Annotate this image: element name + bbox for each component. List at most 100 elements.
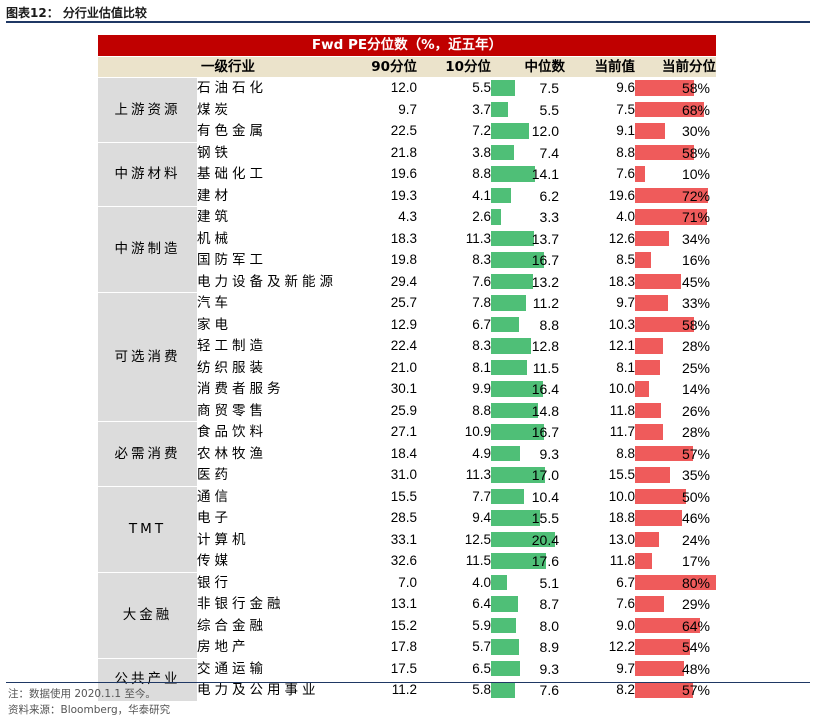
p90-cell: 32.6 bbox=[343, 550, 417, 573]
percentile-cell: 48% bbox=[635, 658, 716, 680]
industry-cell: 电力及公用事业 bbox=[197, 679, 343, 702]
p90-cell: 15.5 bbox=[343, 486, 417, 508]
percentile-bar bbox=[635, 359, 661, 375]
percentile-value: 26% bbox=[681, 402, 710, 419]
current-cell: 15.5 bbox=[565, 464, 635, 487]
percentile-bar bbox=[635, 252, 652, 268]
table-row: 大金融 银行 7.0 4.0 5.1 6.7 80% bbox=[98, 572, 716, 659]
percentile-bar bbox=[635, 617, 700, 633]
industry-cell: 建材 bbox=[197, 185, 343, 207]
industry-cell: 国防军工 bbox=[197, 249, 343, 272]
percentile-bar bbox=[635, 295, 669, 311]
current-cell: 13.0 bbox=[565, 529, 635, 551]
table-row: 基础化工 19.6 8.8 14.1 7.6 10% bbox=[98, 163, 716, 186]
industry-cell: 传媒 bbox=[197, 550, 343, 573]
p10-cell: 9.9 bbox=[417, 378, 491, 401]
median-value: 15.5 bbox=[531, 510, 559, 526]
current-cell: 7.6 bbox=[565, 163, 635, 186]
p90-cell: 21.8 bbox=[343, 142, 417, 164]
percentile-bar bbox=[635, 187, 708, 203]
percentile-cell: 45% bbox=[635, 271, 716, 293]
header-p90: 90分位 bbox=[343, 56, 417, 78]
percentile-cell: 33% bbox=[635, 292, 716, 315]
table-row: 电力设备及新能源 29.4 7.6 13.2 18.3 45% bbox=[98, 271, 716, 293]
median-value: 10.4 bbox=[531, 488, 559, 505]
median-cell: 6.2 bbox=[491, 185, 565, 207]
industry-cell: 纺织服装 bbox=[197, 357, 343, 379]
median-cell: 9.3 bbox=[491, 658, 565, 680]
percentile-value: 14% bbox=[681, 381, 710, 397]
p90-cell: 13.1 bbox=[343, 593, 417, 616]
median-value: 17.0 bbox=[531, 467, 559, 483]
percentile-value: 80% bbox=[681, 574, 710, 591]
source-note: 资料来源：Bloomberg，华泰研究 bbox=[8, 704, 171, 716]
percentile-cell: 10% bbox=[635, 163, 716, 186]
percentile-cell: 80% bbox=[635, 572, 716, 594]
percentile-bar bbox=[635, 230, 670, 246]
median-cell: 11.5 bbox=[491, 357, 565, 379]
p90-cell: 11.2 bbox=[343, 679, 417, 702]
percentile-value: 48% bbox=[681, 660, 710, 677]
industry-cell: 计算机 bbox=[197, 529, 343, 551]
table-row: 家电 12.9 6.7 8.8 10.3 58% bbox=[98, 314, 716, 336]
industry-cell: 家电 bbox=[197, 314, 343, 336]
p10-cell: 7.8 bbox=[417, 292, 491, 315]
percentile-bar bbox=[635, 660, 684, 676]
p10-cell: 10.9 bbox=[417, 421, 491, 444]
data-note: 注：数据使用 2020.1.1 至今。 bbox=[8, 688, 156, 700]
percentile-cell: 24% bbox=[635, 529, 716, 551]
percentile-bar bbox=[635, 596, 665, 612]
current-cell: 8.2 bbox=[565, 679, 635, 702]
p10-cell: 7.2 bbox=[417, 120, 491, 143]
percentile-cell: 26% bbox=[635, 400, 716, 422]
industry-cell: 银行 bbox=[197, 572, 343, 594]
p90-cell: 18.3 bbox=[343, 228, 417, 250]
p10-cell: 4.1 bbox=[417, 185, 491, 207]
p90-cell: 21.0 bbox=[343, 357, 417, 379]
median-value: 14.8 bbox=[531, 402, 559, 419]
industry-cell: 钢铁 bbox=[197, 142, 343, 164]
percentile-value: 71% bbox=[681, 209, 710, 225]
p90-cell: 19.3 bbox=[343, 185, 417, 207]
current-cell: 9.7 bbox=[565, 292, 635, 315]
p10-cell: 3.8 bbox=[417, 142, 491, 164]
median-bar bbox=[491, 660, 521, 676]
median-cell: 7.5 bbox=[491, 77, 565, 100]
p10-cell: 5.7 bbox=[417, 636, 491, 659]
header-row: 一级行业 90分位 10分位 中位数 当前值 当前分位 bbox=[98, 56, 716, 78]
current-cell: 9.0 bbox=[565, 615, 635, 637]
p10-cell: 5.8 bbox=[417, 679, 491, 702]
median-bar bbox=[491, 510, 540, 526]
table-row: 医药 31.0 11.3 17.0 15.5 35% bbox=[98, 464, 716, 487]
table-row: 纺织服装 21.0 8.1 11.5 8.1 25% bbox=[98, 357, 716, 379]
p90-cell: 29.4 bbox=[343, 271, 417, 293]
figure-caption: 图表12： 分行业估值比较 bbox=[6, 6, 147, 20]
table-row: 传媒 32.6 11.5 17.6 11.8 17% bbox=[98, 550, 716, 573]
p10-cell: 4.0 bbox=[417, 572, 491, 594]
median-bar bbox=[491, 553, 547, 569]
percentile-cell: 72% bbox=[635, 185, 716, 207]
median-bar bbox=[491, 101, 509, 117]
median-value: 3.3 bbox=[539, 209, 559, 225]
percentile-bar bbox=[635, 338, 664, 354]
percentile-cell: 30% bbox=[635, 120, 716, 143]
median-cell: 17.6 bbox=[491, 550, 565, 573]
table-title: Fwd PE分位数（%，近五年） bbox=[98, 35, 716, 57]
median-bar bbox=[491, 295, 527, 311]
percentile-value: 29% bbox=[681, 596, 710, 612]
median-cell: 3.3 bbox=[491, 206, 565, 229]
p90-cell: 18.4 bbox=[343, 443, 417, 465]
current-cell: 7.6 bbox=[565, 593, 635, 616]
p10-cell: 8.3 bbox=[417, 335, 491, 358]
percentile-value: 30% bbox=[681, 123, 710, 139]
median-value: 6.2 bbox=[539, 187, 559, 204]
p90-cell: 19.8 bbox=[343, 249, 417, 272]
group-label: 可选消费 bbox=[98, 292, 197, 422]
median-bar bbox=[491, 596, 519, 612]
current-cell: 9.6 bbox=[565, 77, 635, 100]
table-title-row: Fwd PE分位数（%，近五年） bbox=[98, 35, 716, 57]
median-value: 13.7 bbox=[531, 230, 559, 247]
median-cell: 8.0 bbox=[491, 615, 565, 637]
header-industry: 一级行业 bbox=[197, 56, 343, 78]
current-cell: 12.1 bbox=[565, 335, 635, 358]
